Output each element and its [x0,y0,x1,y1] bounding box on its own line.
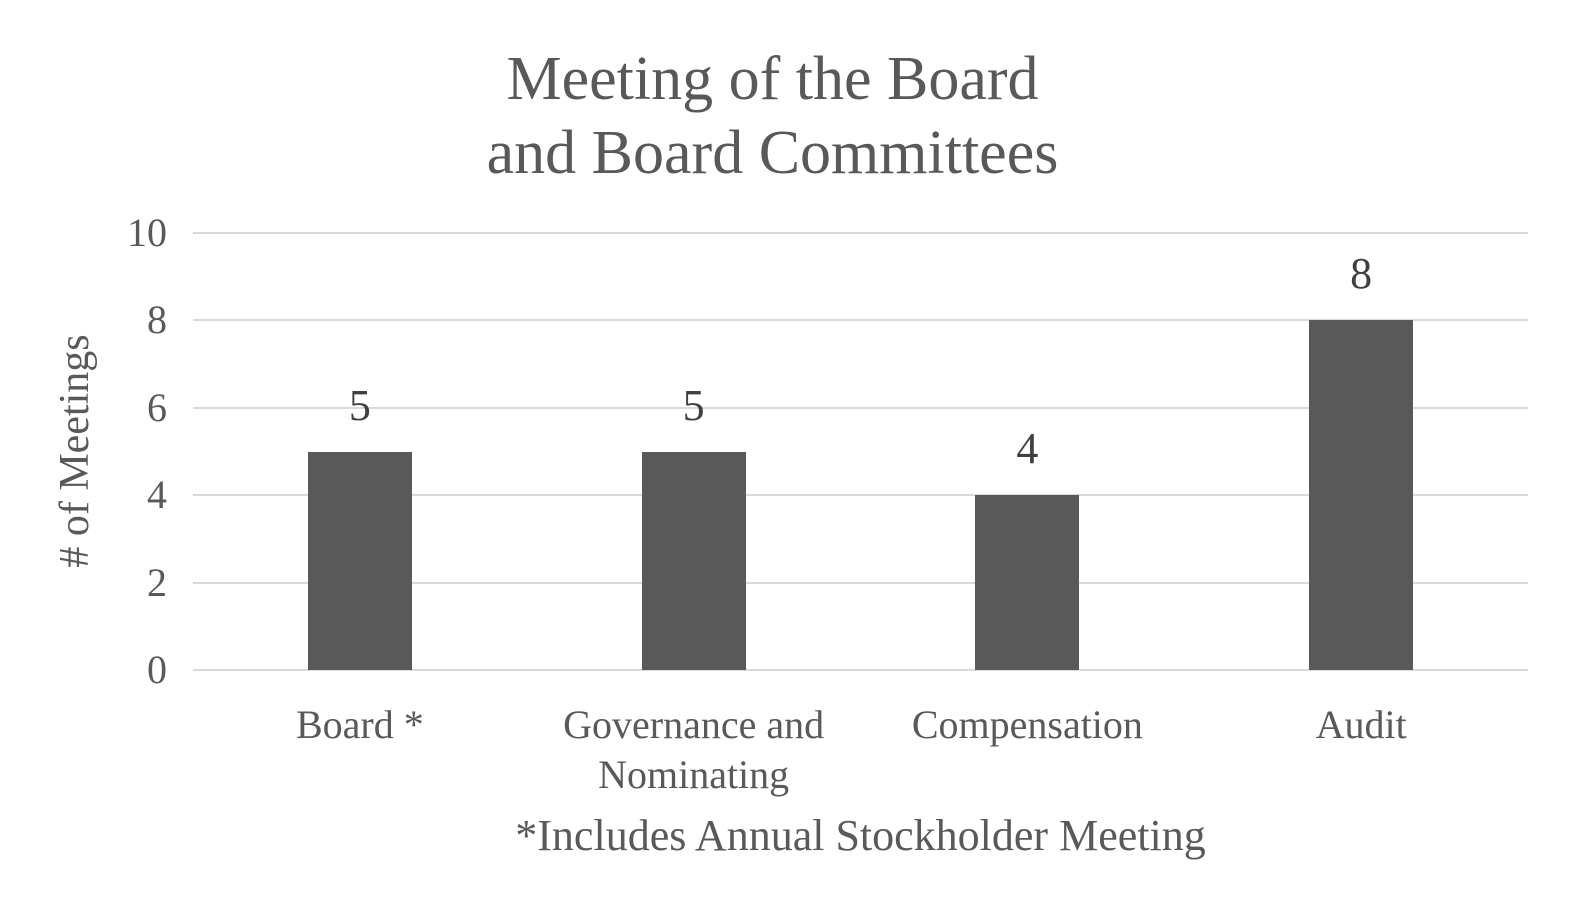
footnote: *Includes Annual Stockholder Meeting [515,811,1206,860]
gridline-y-0 [193,669,1528,671]
chart-title-line2: and Board Committees [486,119,1059,187]
plot-area: 5 5 4 8 [193,232,1528,671]
y-axis-title-text: # of Meetings [52,334,98,568]
gridline-y-10 [193,232,1528,234]
bar-value-label-2: 5 [682,380,705,430]
bar-1 [307,451,412,670]
y-tick-label-10: 10 [127,210,167,255]
bar-value-label-3: 4 [1016,424,1039,474]
y-tick-label-2: 2 [147,559,167,605]
y-tick-label-0: 0 [147,647,167,692]
chart-title: Meeting of the Board and Board Committee… [0,42,1560,190]
gridline-y-8 [193,319,1528,322]
bar-value-label-4: 8 [1350,249,1373,299]
bar-value-label-1: 5 [348,380,371,430]
bar-3 [975,495,1080,670]
category-label-4: Audit [1315,702,1407,747]
y-tick-label-6: 6 [147,384,167,430]
gridline-y-6 [193,406,1528,409]
category-label-3: Compensation [911,702,1143,747]
y-tick-label-8: 8 [147,297,167,343]
bar-4 [1309,320,1414,670]
gridline-y-4 [193,494,1528,497]
chart-title-line1: Meeting of the Board [506,45,1039,113]
y-tick-label-4: 4 [147,472,167,518]
bar-2 [641,451,746,670]
category-label-2: Governance and Nominating [563,702,825,797]
gridline-y-2 [193,581,1528,584]
category-label-1: Board * [295,702,424,747]
